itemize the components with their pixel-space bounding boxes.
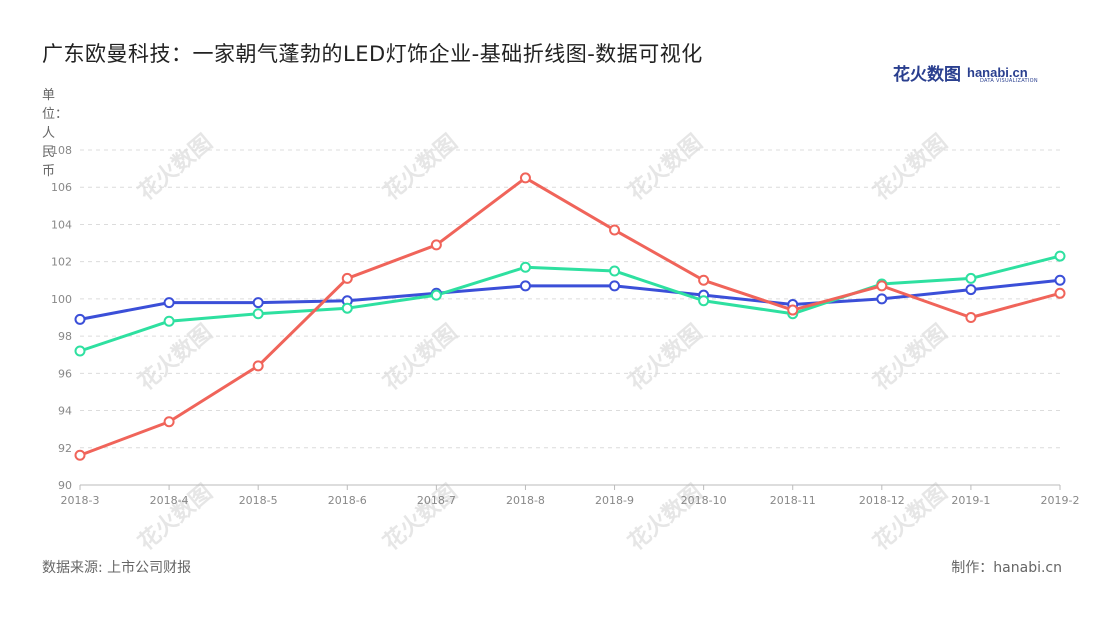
series-lines (79, 176, 1061, 457)
x-tick-label: 2018-10 (681, 494, 727, 507)
logo-en-text: hanabi.cn (967, 65, 1028, 80)
maker-credit: 制作：hanabi.cn (951, 560, 1062, 576)
y-tick-label: 94 (58, 405, 72, 418)
data-point (965, 272, 977, 284)
data-point (519, 172, 531, 184)
data-point (1054, 250, 1066, 262)
x-tick-label: 2018-11 (770, 494, 816, 507)
data-point (965, 284, 977, 296)
y-tick-label: 106 (51, 181, 72, 194)
data-point (519, 261, 531, 273)
y-axis: 90 92 94 96 98 100 102 104 106 108 (51, 144, 72, 492)
x-tick-label: 2018-6 (328, 494, 367, 507)
data-point (519, 280, 531, 292)
x-tick-label: 2019-1 (951, 494, 990, 507)
data-point (1054, 287, 1066, 299)
y-tick-label: 104 (51, 218, 72, 231)
y-tick-label: 98 (58, 330, 72, 343)
data-point (252, 308, 264, 320)
y-tick-label: 108 (51, 144, 72, 157)
data-point (341, 272, 353, 284)
logo-cn-text: 花火数图 (893, 65, 961, 85)
data-point (965, 312, 977, 323)
series-points (74, 172, 1066, 461)
chart-title: 广东欧曼科技：一家朝气蓬勃的LED灯饰企业-基础折线图-数据可视化 (42, 42, 703, 66)
data-point (74, 313, 86, 325)
data-point (698, 274, 710, 286)
x-axis: 2018-3 2018-4 2018-5 2018-6 2018-7 2018-8 2018… (61, 484, 1080, 507)
data-point (876, 280, 888, 292)
logo-sub-text: DATA VISUALIZATION (980, 78, 1038, 84)
x-tick-label: 2018-12 (859, 494, 905, 507)
data-point (74, 345, 86, 357)
data-point (74, 449, 86, 461)
data-point (341, 302, 353, 314)
data-point (163, 416, 175, 428)
data-point (252, 297, 264, 309)
data-source: 数据来源: 上市公司财报 (42, 560, 192, 576)
y-tick-label: 96 (58, 367, 72, 380)
y-tick-label: 90 (58, 479, 72, 492)
x-tick-label: 2018-8 (506, 494, 545, 507)
x-tick-label: 2018-4 (150, 494, 189, 507)
data-point (609, 224, 621, 236)
data-point (609, 265, 621, 277)
x-tick-label: 2018-9 (595, 494, 634, 507)
x-tick-label: 2018-5 (239, 494, 278, 507)
data-point (698, 295, 710, 307)
y-tick-label: 102 (51, 256, 72, 269)
x-tick-label: 2018-7 (417, 494, 456, 507)
series-line-2 (79, 254, 1061, 353)
grid-lines (80, 149, 1060, 449)
data-point (876, 293, 888, 305)
series-line-3 (79, 176, 1061, 457)
data-point (163, 297, 175, 309)
data-point (609, 280, 621, 292)
data-point (1054, 274, 1066, 286)
data-point (252, 360, 264, 372)
series-line-1 (79, 278, 1061, 321)
brand-logo: 花火数图 hanabi.cn DATA VISUALIZATION (893, 60, 1038, 85)
data-point (787, 304, 799, 316)
y-tick-label: 100 (51, 293, 72, 306)
data-point (430, 239, 442, 251)
y-tick-label: 92 (58, 442, 72, 455)
data-point (430, 289, 442, 301)
x-tick-label: 2019-2 (1041, 494, 1080, 507)
data-point (163, 315, 175, 327)
x-tick-label: 2018-3 (61, 494, 100, 507)
